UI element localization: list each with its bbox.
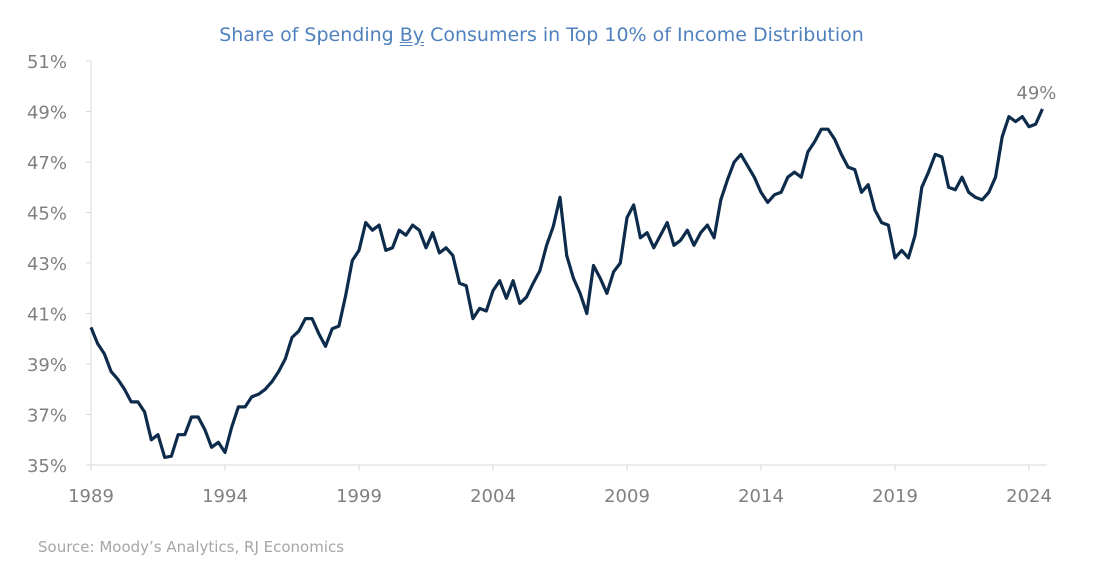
source-note: Source: Moody’s Analytics, RJ Economics [38,538,345,556]
y-tick-label: 43% [27,254,67,275]
y-tick-label: 51% [27,52,67,73]
x-tick-label: 1994 [202,486,248,507]
x-tick-label: 2009 [604,486,650,507]
title-part: Consumers in Top 10% of Income Distribut… [424,24,864,46]
x-tick-label: 1999 [336,486,382,507]
y-tick-label: 35% [27,456,67,477]
title-part-underlined: By [399,24,425,46]
title-part: Share of Spending [219,24,400,46]
y-tick-label: 41% [27,305,67,326]
x-tick-label: 2004 [470,486,516,507]
x-tick-label: 2014 [738,486,784,507]
x-tick-label: 2019 [872,486,918,507]
annotation-label: 49% [1016,83,1056,104]
data-line [89,108,1044,459]
x-tick-label: 1989 [68,486,114,507]
chart-title: Share of Spending By Consumers in Top 10… [0,24,1083,46]
y-tick-label: 49% [27,103,67,124]
y-tick-label: 47% [27,153,67,174]
y-tick-label: 45% [27,204,67,225]
y-tick-label: 37% [27,406,67,427]
y-tick-label: 39% [27,355,67,376]
x-tick-label: 2024 [1006,486,1052,507]
